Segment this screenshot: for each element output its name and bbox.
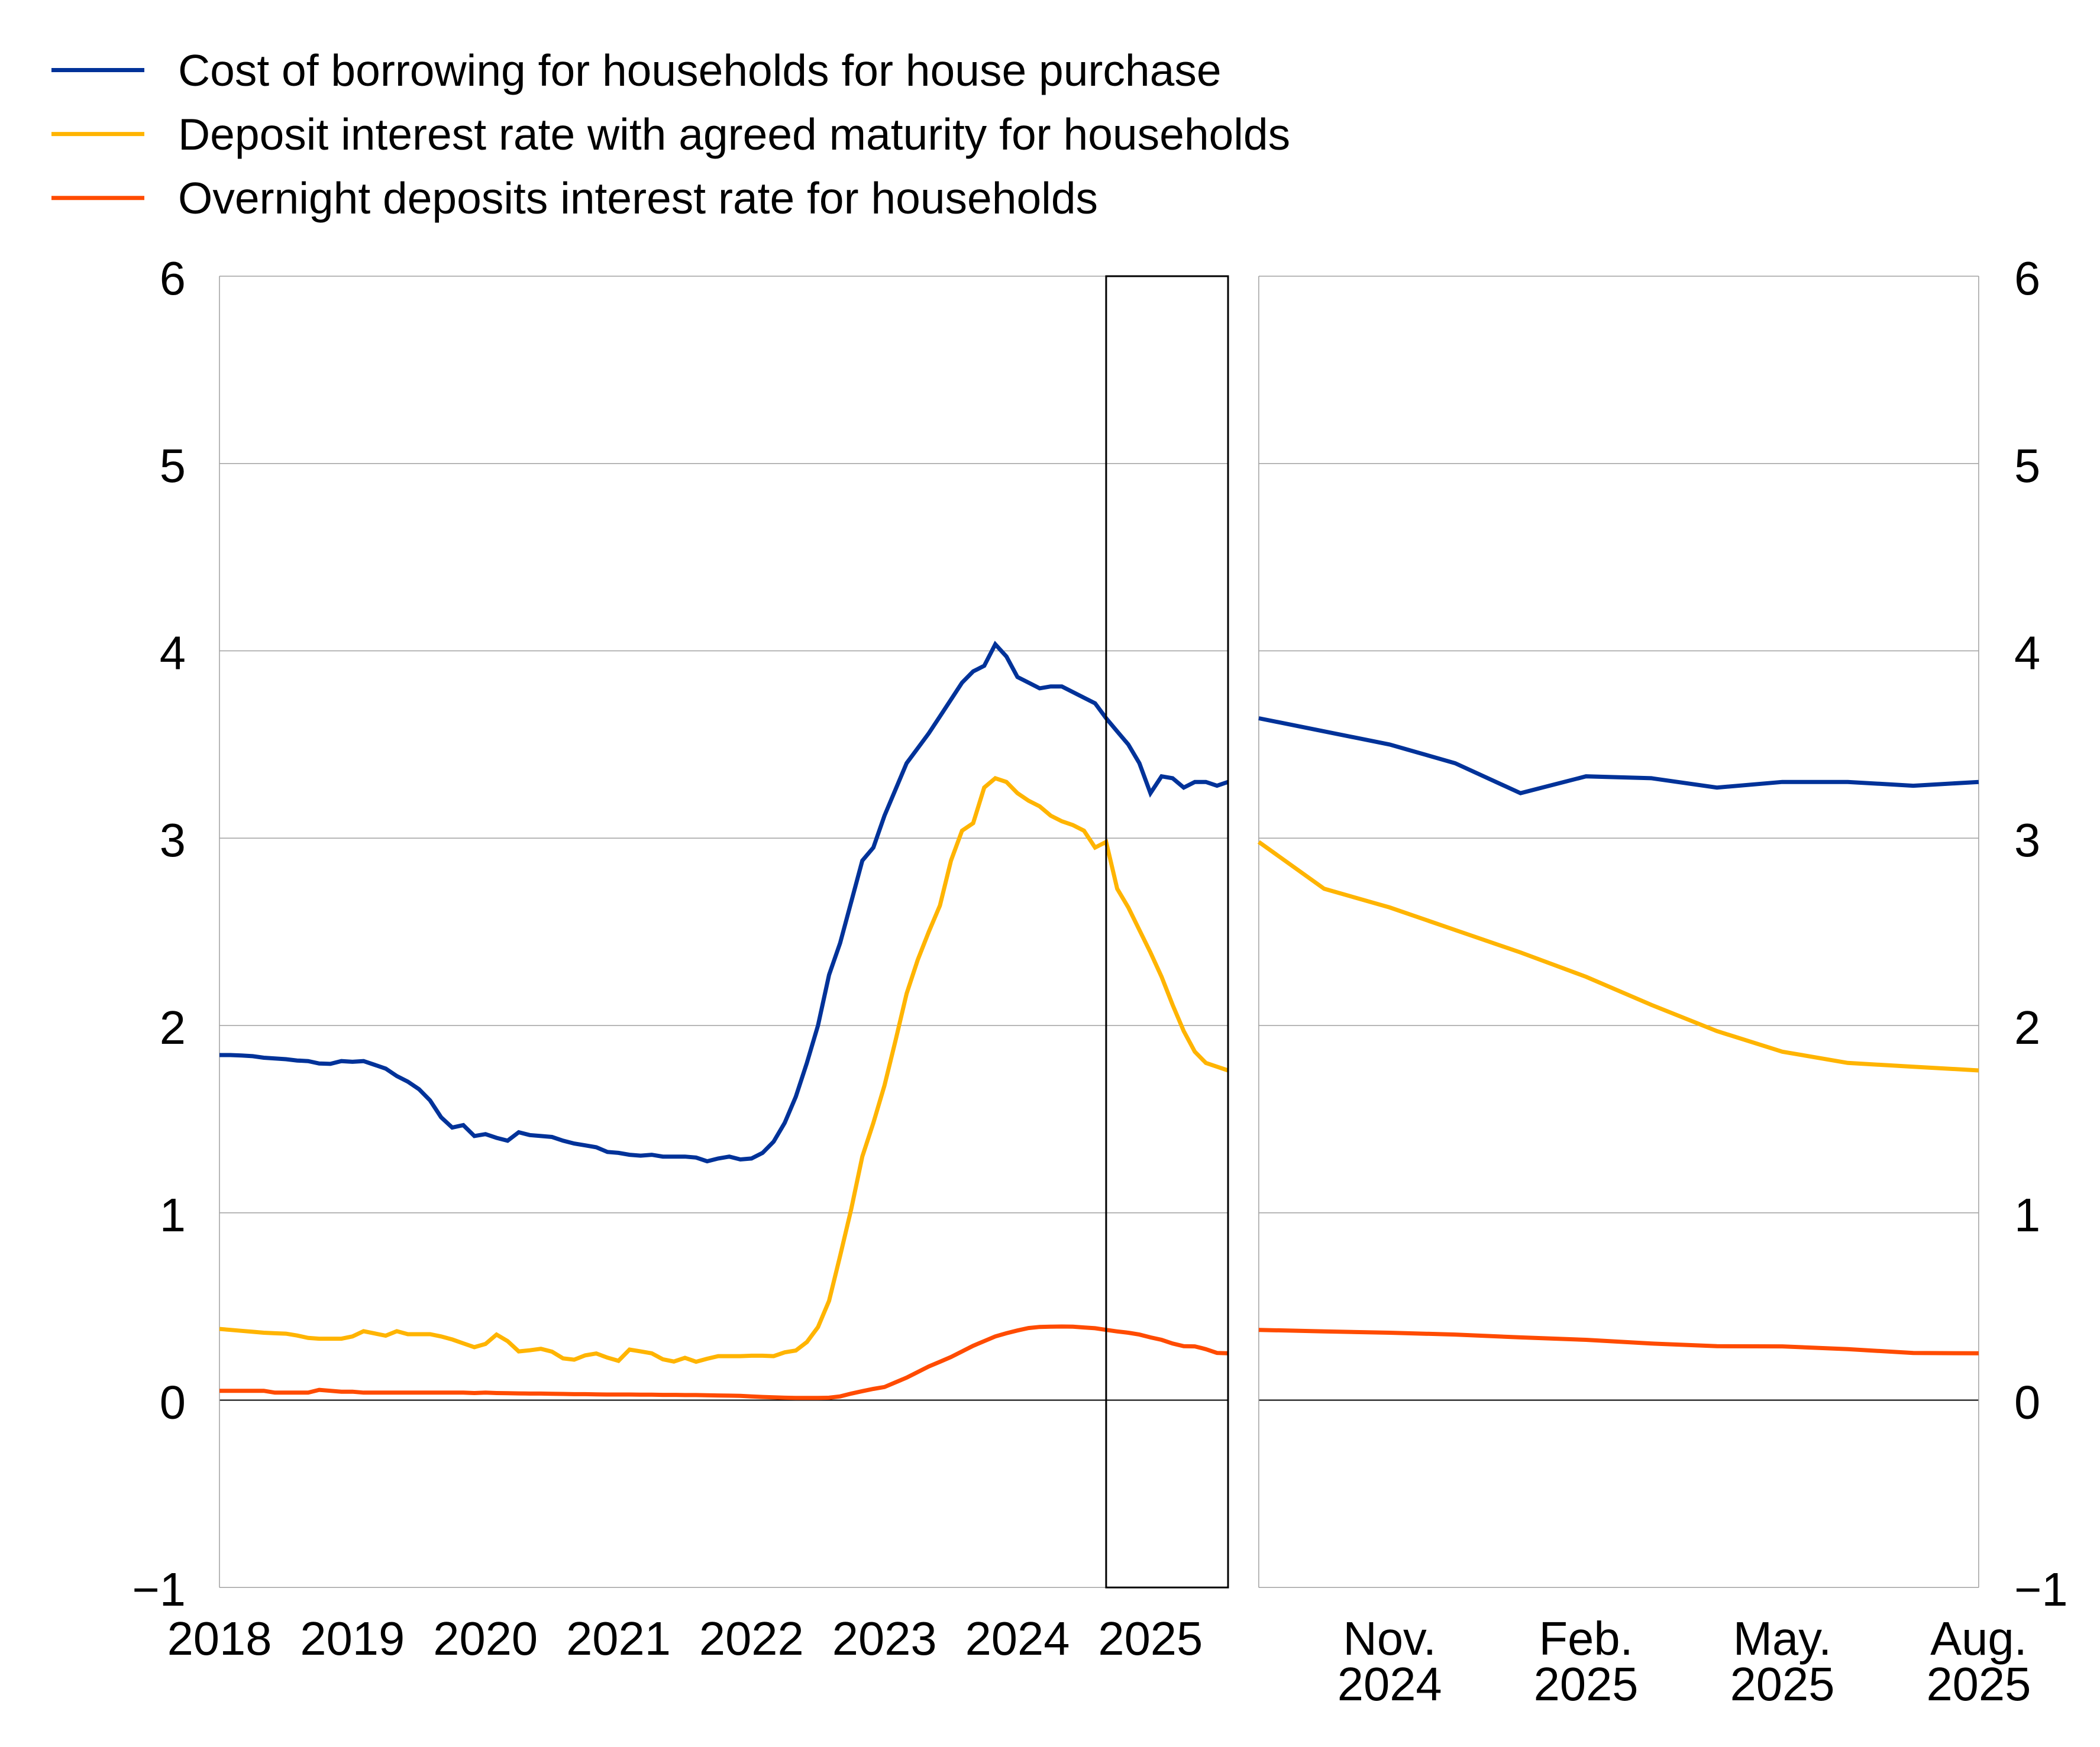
svg-text:5: 5 bbox=[2014, 439, 2040, 492]
svg-text:6: 6 bbox=[160, 252, 186, 305]
svg-text:2025: 2025 bbox=[1730, 1658, 1835, 1710]
svg-text:−1: −1 bbox=[2014, 1563, 2068, 1616]
svg-text:2023: 2023 bbox=[832, 1612, 937, 1665]
svg-text:Aug.: Aug. bbox=[1930, 1612, 2027, 1665]
svg-text:5: 5 bbox=[160, 439, 186, 492]
svg-text:−1: −1 bbox=[132, 1563, 186, 1616]
svg-text:May.: May. bbox=[1733, 1612, 1831, 1665]
svg-text:Cost of borrowing for househol: Cost of borrowing for households for hou… bbox=[178, 46, 1222, 95]
svg-text:0: 0 bbox=[2014, 1376, 2040, 1429]
svg-text:Feb.: Feb. bbox=[1539, 1612, 1633, 1665]
svg-text:1: 1 bbox=[160, 1189, 186, 1241]
svg-text:3: 3 bbox=[160, 814, 186, 866]
svg-text:Nov.: Nov. bbox=[1343, 1612, 1436, 1665]
svg-text:2: 2 bbox=[2014, 1001, 2040, 1054]
svg-text:2024: 2024 bbox=[1337, 1658, 1442, 1710]
svg-text:2020: 2020 bbox=[433, 1612, 538, 1665]
svg-text:2025: 2025 bbox=[1098, 1612, 1203, 1665]
svg-text:2022: 2022 bbox=[699, 1612, 804, 1665]
svg-text:2024: 2024 bbox=[965, 1612, 1070, 1665]
svg-text:Overnight deposits interest ra: Overnight deposits interest rate for hou… bbox=[178, 173, 1098, 223]
svg-text:0: 0 bbox=[160, 1376, 186, 1429]
svg-text:6: 6 bbox=[2014, 252, 2040, 305]
svg-text:2018: 2018 bbox=[167, 1612, 272, 1665]
svg-text:4: 4 bbox=[160, 627, 186, 680]
svg-text:4: 4 bbox=[2014, 627, 2040, 680]
svg-text:1: 1 bbox=[2014, 1189, 2040, 1241]
svg-text:3: 3 bbox=[2014, 814, 2040, 866]
svg-text:2: 2 bbox=[160, 1001, 186, 1054]
svg-text:Deposit interest rate with agr: Deposit interest rate with agreed maturi… bbox=[178, 109, 1290, 159]
svg-text:2025: 2025 bbox=[1534, 1658, 1639, 1710]
svg-text:2019: 2019 bbox=[300, 1612, 405, 1665]
svg-text:2025: 2025 bbox=[1926, 1658, 2031, 1710]
svg-text:2021: 2021 bbox=[566, 1612, 671, 1665]
